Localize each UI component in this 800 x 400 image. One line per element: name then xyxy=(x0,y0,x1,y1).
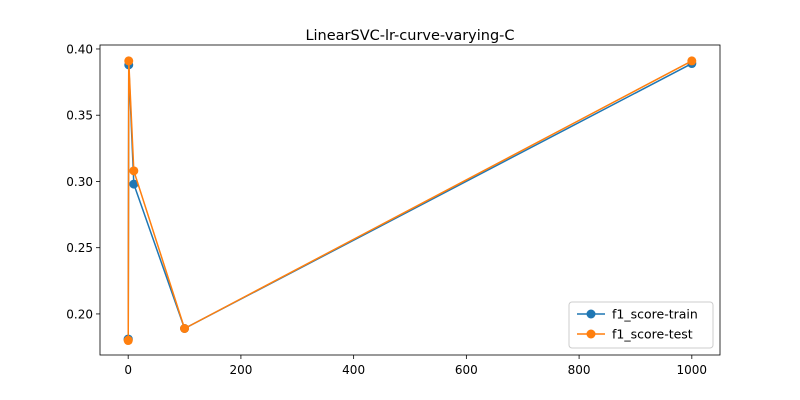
axes-frame xyxy=(99,44,721,356)
y-tick-label: 0.40 xyxy=(66,42,93,56)
legend-label-f1_score-train: f1_score-train xyxy=(612,307,698,322)
x-tick-label: 400 xyxy=(342,363,365,377)
y-tick-label: 0.35 xyxy=(66,109,93,123)
chart-title: LinearSVC-lr-curve-varying-C xyxy=(305,28,514,44)
legend-marker-f1_score-test xyxy=(586,329,596,339)
data-point-f1_score-test-2 xyxy=(124,56,134,66)
plot-area xyxy=(123,56,697,345)
x-tick-label: 800 xyxy=(568,363,591,377)
x-tick-label: 600 xyxy=(455,363,478,377)
data-point-f1_score-test-4 xyxy=(180,324,190,333)
data-point-f1_score-train-3 xyxy=(129,179,139,189)
axes: 0 200 400 600 800 1000 0.20 0.25 0.30 0.35 0.40 xyxy=(66,42,721,377)
legend: f1_score-train f1_score-test xyxy=(568,301,714,349)
data-point-f1_score-test-1 xyxy=(123,335,133,345)
legend-label-f1_score-test: f1_score-test xyxy=(612,327,693,342)
y-tick-label: 0.25 xyxy=(66,241,93,255)
x-tick-label: 200 xyxy=(229,363,252,377)
x-tick-label: 1000 xyxy=(677,363,708,377)
data-point-f1_score-test-5 xyxy=(687,56,697,66)
y-tick-label: 0.30 xyxy=(66,175,93,189)
x-tick-label: 0 xyxy=(124,363,132,377)
legend-marker-f1_score-train xyxy=(586,309,596,319)
data-point-f1_score-test-3 xyxy=(129,166,139,176)
y-tick-label: 0.20 xyxy=(66,307,93,321)
